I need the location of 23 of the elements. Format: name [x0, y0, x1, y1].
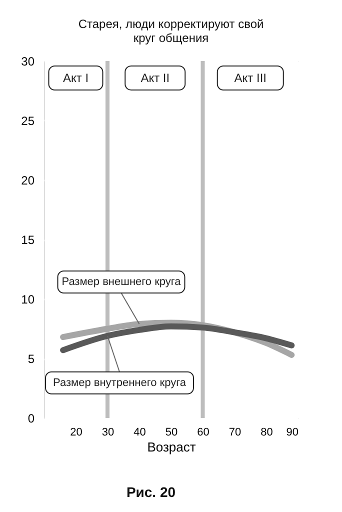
annotation: Акт II: [140, 71, 170, 85]
text: Размер внутреннего круга: [53, 376, 187, 389]
x-tick-label: 60: [197, 426, 210, 438]
chart-title: Старея, люди корректируют свой круг общения: [78, 17, 264, 45]
x-tick-label: 50: [165, 426, 178, 438]
y-tick-label: 10: [21, 292, 35, 306]
x-tick-label: 30: [102, 426, 114, 438]
x-axis-title: Возраст: [147, 440, 196, 454]
x-tick-label: 70: [228, 426, 242, 438]
annotation: Акт III: [234, 71, 266, 85]
x-tick-label: 20: [70, 426, 82, 438]
y-tick-label: 5: [28, 352, 35, 366]
x-tick-label: 40: [134, 426, 146, 438]
text: Размер внешнего круга: [62, 276, 182, 288]
y-tick-label: 30: [21, 54, 35, 68]
annotation: Акт I: [62, 71, 89, 85]
x-tick-label: 80: [260, 426, 273, 438]
y-tick-label: 20: [21, 174, 35, 188]
x-tick-label: 90: [286, 426, 298, 438]
text: Рис. 20: [126, 484, 176, 500]
y-tick-label: 25: [21, 114, 35, 128]
y-tick-label: 0: [28, 412, 35, 426]
y-tick-label: 15: [21, 233, 35, 247]
